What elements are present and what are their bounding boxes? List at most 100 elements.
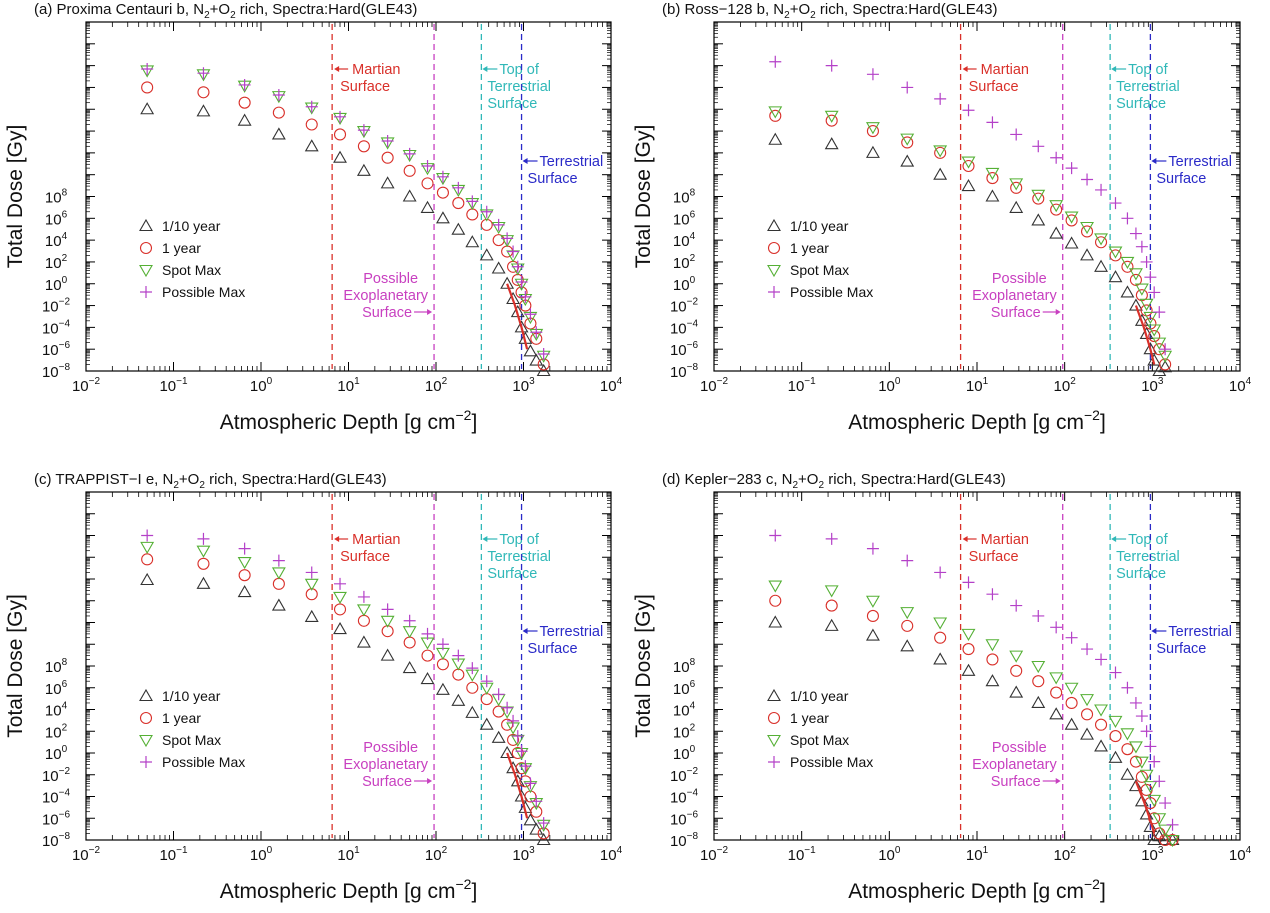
data-point [1032, 609, 1045, 622]
data-point [1120, 285, 1135, 298]
data-point [1152, 363, 1167, 377]
data-point [866, 609, 879, 623]
data-point [333, 128, 347, 141]
data-point [865, 122, 880, 135]
annotation-label: Surface [991, 774, 1041, 790]
data-point [1121, 212, 1134, 225]
series-triangle-down [140, 541, 551, 832]
x-tick-label: 101 [966, 845, 989, 864]
data-point [985, 639, 1000, 652]
y-tick-label: 10−4 [42, 788, 71, 807]
data-point [1049, 707, 1064, 720]
x-axis-label: Atmospheric Depth [g cm−2] [848, 876, 1106, 903]
data-point [1010, 599, 1023, 612]
data-point [1135, 710, 1148, 723]
annotation-arrowhead [1151, 628, 1157, 634]
series-plus [769, 55, 1172, 356]
annotation-arrowhead [334, 536, 340, 542]
data-point [933, 167, 948, 180]
data-point [519, 760, 532, 773]
data-point [238, 78, 251, 91]
data-point [825, 114, 838, 127]
data-point [381, 603, 394, 616]
data-point [986, 588, 999, 601]
data-point [1031, 189, 1046, 202]
data-point [237, 557, 252, 570]
annotation-label: Surface [362, 774, 412, 790]
x-tick-label: 100 [250, 376, 273, 395]
data-point [524, 777, 537, 790]
x-tick-label: 10−1 [788, 845, 817, 864]
y-tick-label: 10−8 [670, 362, 699, 381]
data-point [403, 614, 416, 627]
x-tick-label: 10−1 [159, 376, 188, 395]
data-point [140, 541, 155, 554]
annotation-label: Terrestrial [1116, 549, 1180, 565]
data-point [866, 68, 879, 81]
data-point [237, 113, 252, 126]
data-point [305, 118, 318, 131]
x-tick-label: 10−2 [72, 845, 101, 864]
data-point [1140, 255, 1153, 268]
data-point [825, 59, 838, 72]
legend-label: 1 year [790, 710, 829, 726]
data-point [1009, 200, 1024, 213]
data-point [479, 717, 494, 730]
annotation-arrowhead [1111, 66, 1117, 72]
data-point [380, 615, 395, 628]
data-point [985, 674, 1000, 687]
data-point [357, 614, 370, 627]
y-tick-label: 10−8 [670, 831, 699, 850]
annotation-label: Terrestrial [1168, 154, 1232, 170]
data-point [1139, 298, 1154, 311]
data-point [1064, 236, 1079, 249]
data-point [1135, 240, 1148, 253]
data-point [1049, 226, 1064, 239]
x-tick-label: 100 [878, 845, 901, 864]
legend-label: 1 year [162, 240, 201, 256]
data-point [380, 176, 395, 189]
data-point [333, 621, 347, 635]
annotation-label: Terrestrial [540, 624, 604, 640]
data-point [1108, 715, 1123, 728]
chart-title: (b) Ross−128 b, N2+O2 rich, Spectra:Hard… [662, 1, 997, 21]
data-point [1135, 770, 1148, 783]
data-point [900, 607, 915, 620]
annotation-label: Surface [340, 549, 390, 565]
data-point [1134, 313, 1149, 326]
data-point [824, 110, 839, 123]
y-tick-label: 100 [45, 275, 68, 294]
data-point [381, 625, 394, 638]
data-point [901, 81, 914, 94]
data-point [824, 618, 839, 631]
data-point [357, 140, 370, 153]
annotation-arrowhead [1111, 536, 1117, 542]
data-point [1094, 259, 1108, 272]
data-point [524, 308, 537, 321]
data-point [825, 532, 838, 545]
data-point [403, 164, 416, 177]
data-point [1134, 756, 1149, 769]
data-point [491, 261, 506, 274]
x-tick-label: 10−2 [700, 376, 729, 395]
data-point [1153, 775, 1166, 788]
data-point [537, 348, 550, 361]
data-point [333, 591, 347, 605]
data-point [824, 585, 839, 598]
x-tick-label: 104 [600, 845, 623, 864]
data-point [519, 290, 532, 303]
data-point [501, 232, 514, 245]
data-point [480, 693, 493, 706]
data-point [466, 208, 479, 221]
chart-title: (c) TRAPPIST−I e, N2+O2 rich, Spectra:Ha… [34, 471, 387, 491]
series-triangle-up [140, 572, 551, 846]
data-point [479, 248, 494, 261]
x-tick-label: 104 [600, 376, 623, 395]
y-tick-label: 10−2 [670, 297, 699, 316]
x-tick-label: 102 [425, 845, 448, 864]
data-point [1009, 685, 1024, 698]
legend-label: Possible Max [162, 754, 245, 770]
data-point [514, 320, 529, 333]
series-plus [769, 529, 1179, 831]
data-point [1050, 151, 1063, 164]
